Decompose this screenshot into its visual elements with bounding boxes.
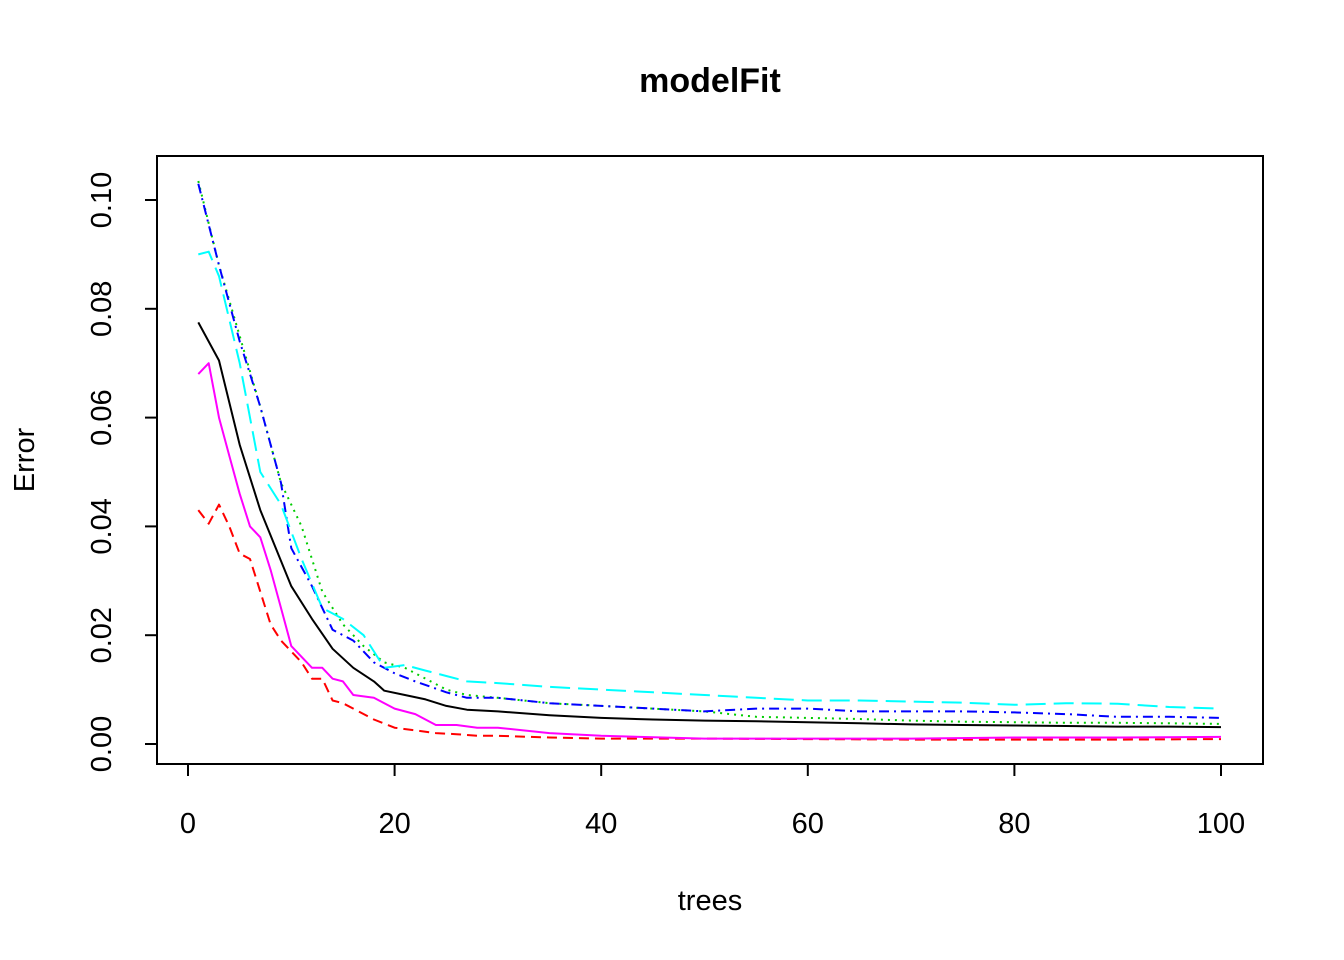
- x-tick-label: 60: [792, 808, 824, 840]
- y-axis-label: Error: [9, 427, 41, 492]
- x-tick-label: 40: [585, 808, 617, 840]
- plot-frame: [156, 155, 1264, 765]
- x-axis: 0 20 40 60 80 100: [180, 763, 1245, 840]
- series-line-2: [197, 503, 1222, 741]
- y-tick-label: 0.10: [86, 172, 118, 228]
- series-layer: [197, 180, 1222, 741]
- y-tick-label: 0.00: [86, 716, 118, 772]
- series-line-1: [197, 321, 1222, 729]
- x-tick-label: 0: [180, 808, 196, 840]
- x-tick-label: 80: [998, 808, 1030, 840]
- y-tick-label: 0.06: [86, 389, 118, 445]
- x-axis-label: trees: [678, 885, 742, 917]
- series-line-5: [198, 250, 1222, 710]
- y-axis: 0.00 0.02 0.04 0.06 0.08 0.10: [86, 172, 158, 772]
- series-line-3: [197, 180, 1222, 725]
- x-tick-label: 100: [1197, 808, 1245, 840]
- y-tick-label: 0.02: [86, 607, 118, 663]
- series-line-6: [197, 362, 1222, 740]
- series-line-4: [197, 183, 1222, 719]
- y-tick-label: 0.04: [86, 498, 118, 554]
- chart-title: modelFit: [639, 62, 781, 100]
- x-tick-label: 20: [378, 808, 410, 840]
- y-tick-label: 0.08: [86, 281, 118, 337]
